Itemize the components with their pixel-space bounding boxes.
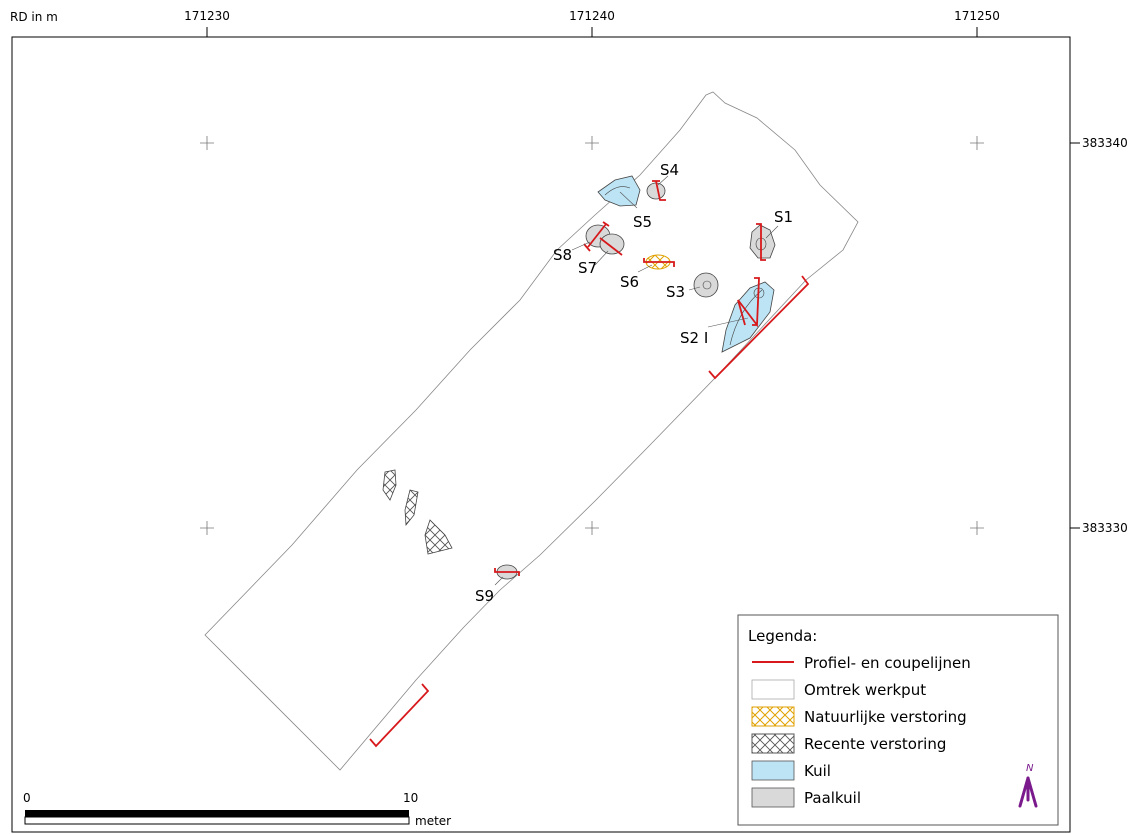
feature-s7-paalkuil [599, 233, 625, 255]
label-s2: S2 I [680, 329, 708, 347]
legend-symbol-omtrek [751, 679, 795, 700]
legend-symbol-natuurlijke [751, 706, 795, 727]
north-arrow-label: N [1026, 763, 1034, 774]
axis-ticks [206, 27, 1080, 529]
legend-label-paalkuil: Paalkuil [804, 789, 861, 807]
feature-s9-paalkuil [494, 564, 520, 580]
label-s8: S8 [553, 246, 572, 264]
leader-lines [494, 175, 779, 586]
scale-bar-unit: meter [415, 814, 451, 828]
legend-label-natuurlijke: Natuurlijke verstoring [804, 708, 967, 726]
label-s6: S6 [620, 273, 639, 291]
feature-s3-paalkuil [693, 272, 719, 298]
legend-symbol-kuil [751, 760, 795, 781]
y-coordinate-383330: 383330 [1082, 521, 1128, 535]
x-coordinate-171240: 171240 [569, 9, 615, 23]
legend-symbol-paalkuil [751, 787, 795, 808]
x-coordinate-171250: 171250 [954, 9, 1000, 23]
profile-line-southwest [369, 683, 430, 748]
legend-title: Legenda: [748, 627, 817, 645]
label-s3: S3 [666, 283, 685, 301]
feature-s4-paalkuil [646, 180, 666, 201]
legend-label-profile-line: Profiel- en coupelijnen [804, 654, 971, 672]
y-coordinate-383340: 383340 [1082, 136, 1128, 150]
feature-s5-kuil [597, 175, 641, 207]
label-s7: S7 [578, 259, 597, 277]
scale-bar-end: 10 [403, 791, 418, 805]
profile-line-east [708, 275, 810, 380]
scale-bar: 0 10 meter [23, 791, 451, 828]
x-coordinate-171230: 171230 [184, 9, 230, 23]
label-s4: S4 [660, 161, 679, 179]
map-frame [11, 36, 1071, 833]
section-line-s7-s8 [583, 221, 623, 256]
trench-outline [204, 91, 859, 771]
coord-system-label: RD in m [10, 10, 58, 24]
legend-symbol-recente [751, 733, 795, 754]
legend-label-kuil: Kuil [804, 762, 831, 780]
feature-recente-verstoring [382, 469, 453, 555]
legend-label-recente: Recente verstoring [804, 735, 946, 753]
label-s5: S5 [633, 213, 652, 231]
legend-label-omtrek: Omtrek werkput [804, 681, 926, 699]
legend: Legenda: Profiel- en coupelijnen Omtrek … [737, 614, 1059, 826]
feature-s2-kuil [721, 277, 775, 353]
feature-s6-natuurlijke-verstoring [643, 254, 675, 270]
north-arrow-icon: N [1018, 763, 1038, 808]
label-s1: S1 [774, 208, 793, 226]
scale-bar-start: 0 [23, 791, 31, 805]
grid-crosses [200, 136, 984, 535]
feature-s1-paalkuil [749, 223, 776, 261]
label-s9: S9 [475, 587, 494, 605]
